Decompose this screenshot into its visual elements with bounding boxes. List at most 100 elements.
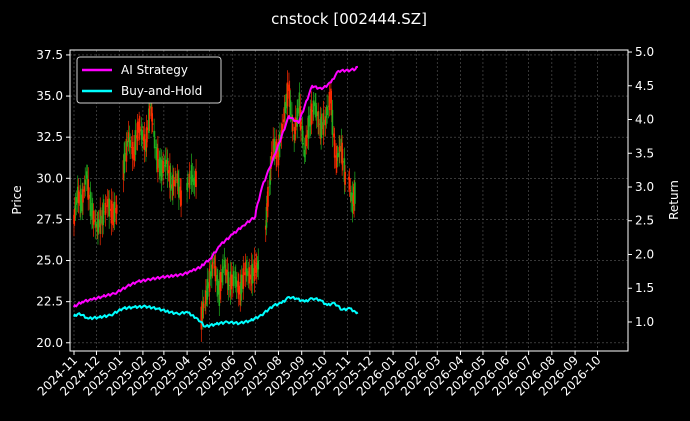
price-candles <box>73 70 356 342</box>
price-candle-4-13-4 <box>333 139 336 158</box>
price-candle-3-4-0 <box>218 280 221 306</box>
price-candle-5-0-2 <box>349 190 352 192</box>
price-candle-3-8-2 <box>240 274 243 293</box>
price-candle-3-11-3 <box>257 260 260 270</box>
price-candle-0-3-4 <box>89 191 92 217</box>
price-candle-1-4-1 <box>145 126 148 148</box>
price-candle-4-5-2 <box>289 100 292 115</box>
price-candle-3-9-0 <box>244 262 247 276</box>
price-candle-4-7-1 <box>299 106 301 123</box>
strategy-lines <box>73 65 359 328</box>
price-candle-4-13-3 <box>333 133 335 138</box>
price-candle-3-4-3 <box>221 268 224 283</box>
price-candle-2-0-0 <box>186 183 188 191</box>
y-tick-label-4: 30.0 <box>36 171 63 185</box>
price-candle-4-8-0 <box>303 149 306 158</box>
price-candle-4-4-1 <box>283 107 286 122</box>
y-tick-label-3: 27.5 <box>36 212 63 226</box>
price-candle-1-0-3 <box>125 138 128 162</box>
price-candle-4-0-3 <box>267 186 269 207</box>
price-candle-4-8-1 <box>304 144 307 150</box>
y2-tick-label-3: 2.5 <box>635 214 654 228</box>
y2-tick-label-5: 3.5 <box>635 146 654 160</box>
price-candle-4-9-4 <box>312 100 315 115</box>
price-candle-4-11-4 <box>323 119 325 126</box>
price-candle-4-5-1 <box>288 88 291 108</box>
price-candle-4-14-1 <box>336 156 338 162</box>
price-candle-1-6-4 <box>159 157 161 177</box>
price-candle-3-7-1 <box>234 276 237 284</box>
price-candle-1-5-0 <box>150 100 152 109</box>
price-candle-0-1-1 <box>77 190 80 204</box>
price-candle-4-15-1 <box>341 142 343 165</box>
price-candle-3-4-4 <box>222 266 224 274</box>
price-candle-0-8-2 <box>113 201 116 222</box>
legend: AI Strategy Buy-and-Hold <box>76 56 222 104</box>
price-candle-0-6-1 <box>102 204 105 226</box>
price-candle-0-2-2 <box>83 186 86 192</box>
price-candle-1-5-1 <box>151 106 153 122</box>
price-candle-3-6-2 <box>230 274 233 290</box>
price-candle-1-7-4 <box>164 159 167 168</box>
price-candle-1-3-3 <box>141 131 143 140</box>
price-candle-4-1-1 <box>269 167 272 185</box>
price-candle-4-14-3 <box>338 147 340 157</box>
price-candle-1-2-4 <box>136 121 139 141</box>
price-candle-3-2-2 <box>209 271 212 280</box>
price-candle-1-4-2 <box>146 127 149 131</box>
price-candle-3-5-4 <box>227 271 230 291</box>
y2-tick-label-7: 4.5 <box>635 79 654 93</box>
price-candle-4-8-4 <box>307 115 310 139</box>
chart-title: cnstock [002444.SZ] <box>271 10 427 28</box>
y2-axis-label: Return <box>667 180 681 220</box>
price-candle-1-9-4 <box>175 179 177 181</box>
legend-label-buy-and-hold: Buy-and-Hold <box>121 84 202 98</box>
right-axis-ticks: 1.0 1.5 2.0 2.5 3.0 3.5 4.0 4.5 5.0 <box>628 45 654 329</box>
price-candle-1-1-0 <box>127 132 130 143</box>
y-tick-label-6: 35.0 <box>36 89 63 103</box>
price-candle-4-12-2 <box>326 106 328 116</box>
price-candle-1-0-2 <box>124 152 126 161</box>
price-candle-3-9-2 <box>246 268 248 276</box>
price-candle-4-10-3 <box>317 111 319 128</box>
price-candle-4-4-4 <box>286 82 289 107</box>
legend-box <box>76 56 222 104</box>
price-candle-3-7-4 <box>237 285 240 295</box>
price-candle-0-6-3 <box>104 202 107 215</box>
legend-label-ai-strategy: AI Strategy <box>121 63 188 77</box>
price-candle-4-7-2 <box>300 118 302 130</box>
price-candle-4-3-1 <box>278 142 281 152</box>
price-candle-5-0-1 <box>348 179 351 190</box>
price-candle-1-7-0 <box>160 159 163 181</box>
price-candle-2-1-1 <box>191 174 194 182</box>
price-candle-3-3-2 <box>214 266 217 282</box>
left-axis-ticks: 20.0 22.5 25.0 27.5 30.0 32.5 35.0 37.5 <box>36 48 70 350</box>
price-candle-1-8-1 <box>166 157 169 176</box>
y-tick-label-1: 22.5 <box>36 295 63 309</box>
price-candle-0-8-4 <box>115 204 118 214</box>
price-candle-4-15-2 <box>342 161 344 163</box>
price-candle-4-5-0 <box>288 84 290 92</box>
price-candle-3-2-1 <box>208 268 211 292</box>
price-candle-0-0-3 <box>75 197 78 205</box>
price-candle-1-5-4 <box>154 139 156 149</box>
price-candle-4-14-2 <box>336 153 339 158</box>
price-candle-4-13-0 <box>330 88 332 104</box>
price-candle-4-6-4 <box>297 108 299 114</box>
price-candle-4-0-2 <box>266 203 269 211</box>
price-candle-4-13-1 <box>330 103 333 116</box>
price-candle-4-7-3 <box>301 125 304 142</box>
price-candle-3-1-1 <box>205 290 207 305</box>
price-candle-4-10-4 <box>318 123 320 125</box>
price-candle-3-0-0 <box>200 306 203 330</box>
price-candle-4-4-2 <box>284 102 287 114</box>
price-candle-0-6-2 <box>103 211 105 213</box>
y2-tick-label-2: 2.0 <box>635 247 654 261</box>
price-candle-3-3-0 <box>213 257 215 264</box>
price-candle-3-8-4 <box>243 272 245 276</box>
price-candle-4-12-0 <box>324 116 327 126</box>
price-candle-1-10-0 <box>176 173 179 184</box>
price-candle-3-2-3 <box>211 264 213 277</box>
price-candle-4-7-4 <box>302 143 304 145</box>
price-candle-0-6-4 <box>105 205 108 207</box>
